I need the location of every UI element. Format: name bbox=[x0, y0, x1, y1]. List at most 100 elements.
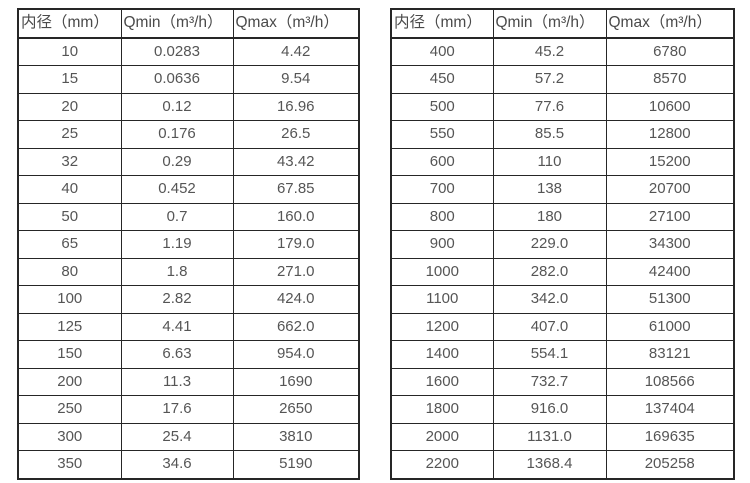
table-row: 1100 342.0 51300 bbox=[390, 285, 735, 314]
table-cell: 15200 bbox=[605, 147, 735, 176]
table-cell: 85.5 bbox=[492, 120, 607, 149]
table-cell: 342.0 bbox=[492, 285, 607, 314]
table-cell: 1400 bbox=[390, 340, 494, 369]
table-row: 500 77.6 10600 bbox=[390, 92, 735, 121]
table-cell: 80 bbox=[17, 257, 122, 286]
table-cell: 25 bbox=[17, 120, 122, 149]
table-cell: 407.0 bbox=[492, 312, 607, 341]
table-row: 80 1.8 271.0 bbox=[17, 257, 360, 286]
table-cell: 800 bbox=[390, 202, 494, 231]
table-cell: 32 bbox=[17, 147, 122, 176]
table-row: 800 180 27100 bbox=[390, 202, 735, 231]
table-cell: 125 bbox=[17, 312, 122, 341]
table-cell: 271.0 bbox=[232, 257, 360, 286]
table-row: 200 11.3 1690 bbox=[17, 367, 360, 396]
table-row: 600 110 15200 bbox=[390, 147, 735, 176]
table-row: 20 0.12 16.96 bbox=[17, 92, 360, 121]
table-row: 1800 916.0 137404 bbox=[390, 395, 735, 424]
table-cell: 150 bbox=[17, 340, 122, 369]
table-cell: 51300 bbox=[605, 285, 735, 314]
table-cell: 1131.0 bbox=[492, 422, 607, 451]
table-cell: 65 bbox=[17, 230, 122, 259]
column-header: Qmax（m³/h） bbox=[605, 8, 735, 39]
table-cell: 700 bbox=[390, 175, 494, 204]
table-cell: 5190 bbox=[232, 450, 360, 479]
table-cell: 0.7 bbox=[120, 202, 234, 231]
table-cell: 600 bbox=[390, 147, 494, 176]
table-cell: 229.0 bbox=[492, 230, 607, 259]
table-cell: 0.452 bbox=[120, 175, 234, 204]
table-row: 150 6.63 954.0 bbox=[17, 340, 360, 369]
table-row: 50 0.7 160.0 bbox=[17, 202, 360, 231]
table-cell: 662.0 bbox=[232, 312, 360, 341]
table-cell: 732.7 bbox=[492, 367, 607, 396]
table-cell: 6780 bbox=[605, 37, 735, 66]
table-cell: 0.29 bbox=[120, 147, 234, 176]
table-cell: 1368.4 bbox=[492, 450, 607, 479]
table-cell: 50 bbox=[17, 202, 122, 231]
table-cell: 1800 bbox=[390, 395, 494, 424]
table-row: 250 17.6 2650 bbox=[17, 395, 360, 424]
table-cell: 16.96 bbox=[232, 92, 360, 121]
table-cell: 108566 bbox=[605, 367, 735, 396]
table-row: 2200 1368.4 205258 bbox=[390, 450, 735, 479]
table-cell: 26.5 bbox=[232, 120, 360, 149]
table-row: 10 0.0283 4.42 bbox=[17, 37, 360, 66]
table-cell: 40 bbox=[17, 175, 122, 204]
table-cell: 11.3 bbox=[120, 367, 234, 396]
table-cell: 10600 bbox=[605, 92, 735, 121]
table-cell: 1200 bbox=[390, 312, 494, 341]
table-row: 1200 407.0 61000 bbox=[390, 312, 735, 341]
table-header-row: 内径（mm） Qmin（m³/h） Qmax（m³/h） bbox=[17, 8, 360, 39]
table-cell: 42400 bbox=[605, 257, 735, 286]
table-cell: 10 bbox=[17, 37, 122, 66]
table-row: 1000 282.0 42400 bbox=[390, 257, 735, 286]
table-cell: 57.2 bbox=[492, 65, 607, 94]
table-cell: 43.42 bbox=[232, 147, 360, 176]
table-row: 550 85.5 12800 bbox=[390, 120, 735, 149]
table-cell: 3810 bbox=[232, 422, 360, 451]
table-cell: 15 bbox=[17, 65, 122, 94]
table-row: 1400 554.1 83121 bbox=[390, 340, 735, 369]
table-cell: 17.6 bbox=[120, 395, 234, 424]
table-cell: 350 bbox=[17, 450, 122, 479]
table-cell: 1100 bbox=[390, 285, 494, 314]
table-cell: 0.0283 bbox=[120, 37, 234, 66]
table-cell: 180 bbox=[492, 202, 607, 231]
table-row: 1600 732.7 108566 bbox=[390, 367, 735, 396]
table-cell: 34.6 bbox=[120, 450, 234, 479]
table-cell: 4.41 bbox=[120, 312, 234, 341]
table-cell: 0.0636 bbox=[120, 65, 234, 94]
table-cell: 1000 bbox=[390, 257, 494, 286]
table-cell: 250 bbox=[17, 395, 122, 424]
table-cell: 2200 bbox=[390, 450, 494, 479]
table-cell: 554.1 bbox=[492, 340, 607, 369]
table-row: 450 57.2 8570 bbox=[390, 65, 735, 94]
table-cell: 45.2 bbox=[492, 37, 607, 66]
table-cell: 0.176 bbox=[120, 120, 234, 149]
table-cell: 954.0 bbox=[232, 340, 360, 369]
table-cell: 100 bbox=[17, 285, 122, 314]
table-cell: 34300 bbox=[605, 230, 735, 259]
table-row: 300 25.4 3810 bbox=[17, 422, 360, 451]
table-cell: 8570 bbox=[605, 65, 735, 94]
table-row: 40 0.452 67.85 bbox=[17, 175, 360, 204]
table-cell: 1600 bbox=[390, 367, 494, 396]
table-row: 65 1.19 179.0 bbox=[17, 230, 360, 259]
table-row: 25 0.176 26.5 bbox=[17, 120, 360, 149]
flow-rate-table-small-diameters: 内径（mm） Qmin（m³/h） Qmax（m³/h） 10 0.0283 4.42 1… bbox=[17, 8, 360, 480]
table-cell: 900 bbox=[390, 230, 494, 259]
table-cell: 169635 bbox=[605, 422, 735, 451]
table-cell: 179.0 bbox=[232, 230, 360, 259]
table-cell: 83121 bbox=[605, 340, 735, 369]
table-row: 900 229.0 34300 bbox=[390, 230, 735, 259]
table-row: 400 45.2 6780 bbox=[390, 37, 735, 66]
table-cell: 2000 bbox=[390, 422, 494, 451]
table-cell: 282.0 bbox=[492, 257, 607, 286]
table-cell: 4.42 bbox=[232, 37, 360, 66]
table-cell: 12800 bbox=[605, 120, 735, 149]
table-cell: 2.82 bbox=[120, 285, 234, 314]
table-cell: 137404 bbox=[605, 395, 735, 424]
table-cell: 20700 bbox=[605, 175, 735, 204]
